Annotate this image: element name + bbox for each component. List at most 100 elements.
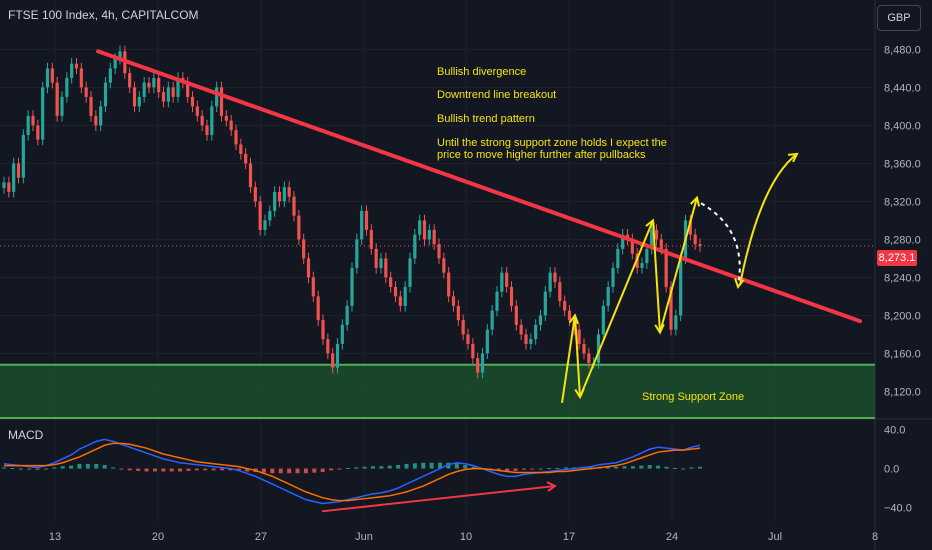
annotation-trend-pattern: Bullish trend pattern [437, 113, 535, 125]
candle-body [205, 125, 209, 135]
candle-body [466, 334, 470, 344]
candle-body [335, 343, 340, 368]
candle-body [490, 310, 494, 330]
macd-signal-line [4, 442, 701, 502]
candle-body [558, 282, 562, 302]
macd-histogram-bar [345, 467, 350, 469]
price-candles [0, 45, 875, 379]
candle-body [113, 58, 117, 69]
arrow-pullback-head [734, 278, 745, 289]
price-tick-label: 8,320.0 [884, 196, 921, 208]
time-tick-label: 10 [460, 531, 472, 543]
macd-histogram-bar [85, 463, 90, 469]
candle-body [219, 87, 224, 116]
macd-histogram-bar [69, 465, 74, 469]
candle-body [302, 239, 306, 259]
macd-histogram-bar [60, 466, 65, 469]
candle-body [384, 258, 388, 278]
macd-histogram-bar [178, 468, 183, 472]
macd-histogram-bar [127, 468, 132, 471]
macd-histogram-bar [94, 463, 99, 469]
candle-body [582, 343, 586, 354]
price-tick-label: 8,480.0 [884, 44, 921, 56]
macd-histogram-bar [211, 468, 216, 471]
macd-histogram-bar [77, 463, 82, 469]
candle-body [210, 106, 214, 135]
candle-body [50, 68, 54, 83]
macd-histogram-bar [303, 468, 308, 474]
candle-body [108, 68, 112, 83]
candle-body [118, 51, 122, 59]
candle-body [26, 115, 30, 135]
candle-body [2, 182, 6, 189]
candle-body [128, 73, 132, 88]
candle-body [287, 187, 291, 197]
time-tick-label: 17 [563, 531, 575, 543]
macd-histogram-bar [245, 468, 250, 472]
arrow-up-1 [561, 315, 576, 403]
candle-body [480, 353, 485, 373]
arrow-up-3 [659, 197, 698, 333]
candle-body [234, 130, 238, 145]
candle-body [282, 187, 286, 202]
candle-body [543, 291, 547, 316]
candle-body [137, 96, 141, 107]
macd-histogram-bar [396, 465, 401, 469]
macd-histogram-bar [698, 466, 702, 469]
candle-body [413, 234, 417, 259]
candle-body [374, 248, 378, 268]
candle-body [345, 305, 349, 325]
candle-body [471, 343, 475, 359]
macd-histogram-bar [261, 468, 266, 473]
candle-body [577, 329, 581, 344]
candle-body [548, 272, 552, 292]
macd-histogram-bar [630, 466, 635, 469]
macd-histogram-bar [379, 466, 384, 469]
chart-title: FTSE 100 Index, 4h, CAPITALCOM [8, 8, 199, 22]
macd-histogram-bar [270, 468, 275, 474]
candle-body [224, 115, 228, 121]
macd-histogram-bar [404, 463, 409, 469]
arrow-projection-head [787, 152, 799, 163]
macd-histogram-bar [169, 468, 174, 472]
price-tick-label: 8,400.0 [884, 120, 921, 132]
candle-body [360, 210, 364, 240]
candle-body [350, 267, 354, 306]
macd-histogram-bar [463, 465, 468, 469]
candle-body [132, 87, 137, 107]
macd-tick-label: −40.0 [884, 502, 912, 514]
candle-body [422, 220, 427, 240]
candle-body [142, 82, 146, 97]
candle-body [89, 96, 93, 116]
candle-body [500, 272, 504, 292]
candle-body [567, 310, 572, 321]
macd-histogram-bar [102, 465, 107, 469]
candle-body [229, 120, 233, 131]
arrow-pullback [700, 202, 741, 288]
time-tick-label: Jul [768, 531, 782, 543]
candle-body [587, 353, 591, 363]
macd-line [3, 438, 701, 505]
macd-histogram-bar [387, 465, 392, 469]
macd-histogram-bar [412, 463, 417, 469]
macd-histogram-bar [446, 462, 451, 469]
candle-body [688, 220, 692, 235]
annotation-bullish-divergence: Bullish divergence [437, 66, 527, 78]
candle-body [369, 229, 373, 249]
price-tick-label: 8,200.0 [884, 310, 921, 322]
macd-histogram-bar [496, 468, 501, 471]
macd-histogram-bar [647, 465, 652, 469]
candle-body [263, 220, 267, 230]
currency-button[interactable]: GBP [877, 5, 921, 31]
macd-histogram-bar [111, 467, 116, 469]
time-axis: 13 20 27 Jun 10 17 24 Jul 8 [49, 531, 878, 543]
candle-body [393, 286, 398, 297]
candle-body [7, 182, 11, 192]
pattern-arrows [561, 152, 799, 403]
macd-histogram-bar [354, 467, 359, 469]
macd-histogram-bar [622, 466, 627, 469]
macd-histogram-bar [639, 465, 644, 469]
candle-body [616, 248, 620, 268]
candle-body [326, 339, 330, 354]
